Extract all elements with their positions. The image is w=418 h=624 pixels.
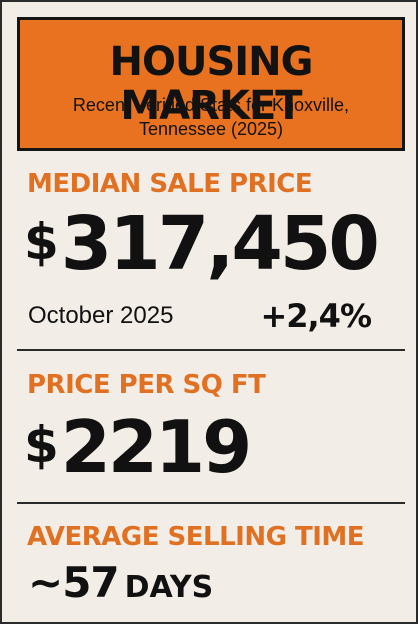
average-selling-time-value: ~57 DAYS	[28, 558, 213, 613]
divider-1	[17, 349, 405, 351]
price-per-sqft-label: PRICE PER SQ FT	[27, 370, 266, 400]
median-sale-price-value: $317,450	[24, 198, 380, 288]
price-per-sqft-value: $2219	[24, 402, 252, 490]
median-currency-symbol: $	[24, 213, 59, 271]
average-selling-time-label: AVERAGE SELLING TIME	[27, 522, 365, 552]
median-amount: 317,450	[60, 201, 380, 287]
median-date: October 2025	[28, 302, 174, 329]
divider-2	[17, 502, 405, 504]
sqft-currency-symbol: $	[24, 416, 59, 474]
header-banner: HOUSING MARKET Recent Verified Stats for…	[17, 17, 405, 151]
selling-days-number: ~57	[28, 558, 120, 607]
median-sale-price-label: MEDIAN SALE PRICE	[27, 169, 313, 199]
sqft-amount: 2219	[60, 405, 252, 489]
median-change: +2,4%	[260, 297, 372, 335]
selling-days-unit: DAYS	[124, 570, 214, 605]
header-subtitle: Recent Verified Stats for Knoxville, Ten…	[72, 95, 350, 139]
header-title: HOUSING MARKET	[109, 39, 314, 129]
